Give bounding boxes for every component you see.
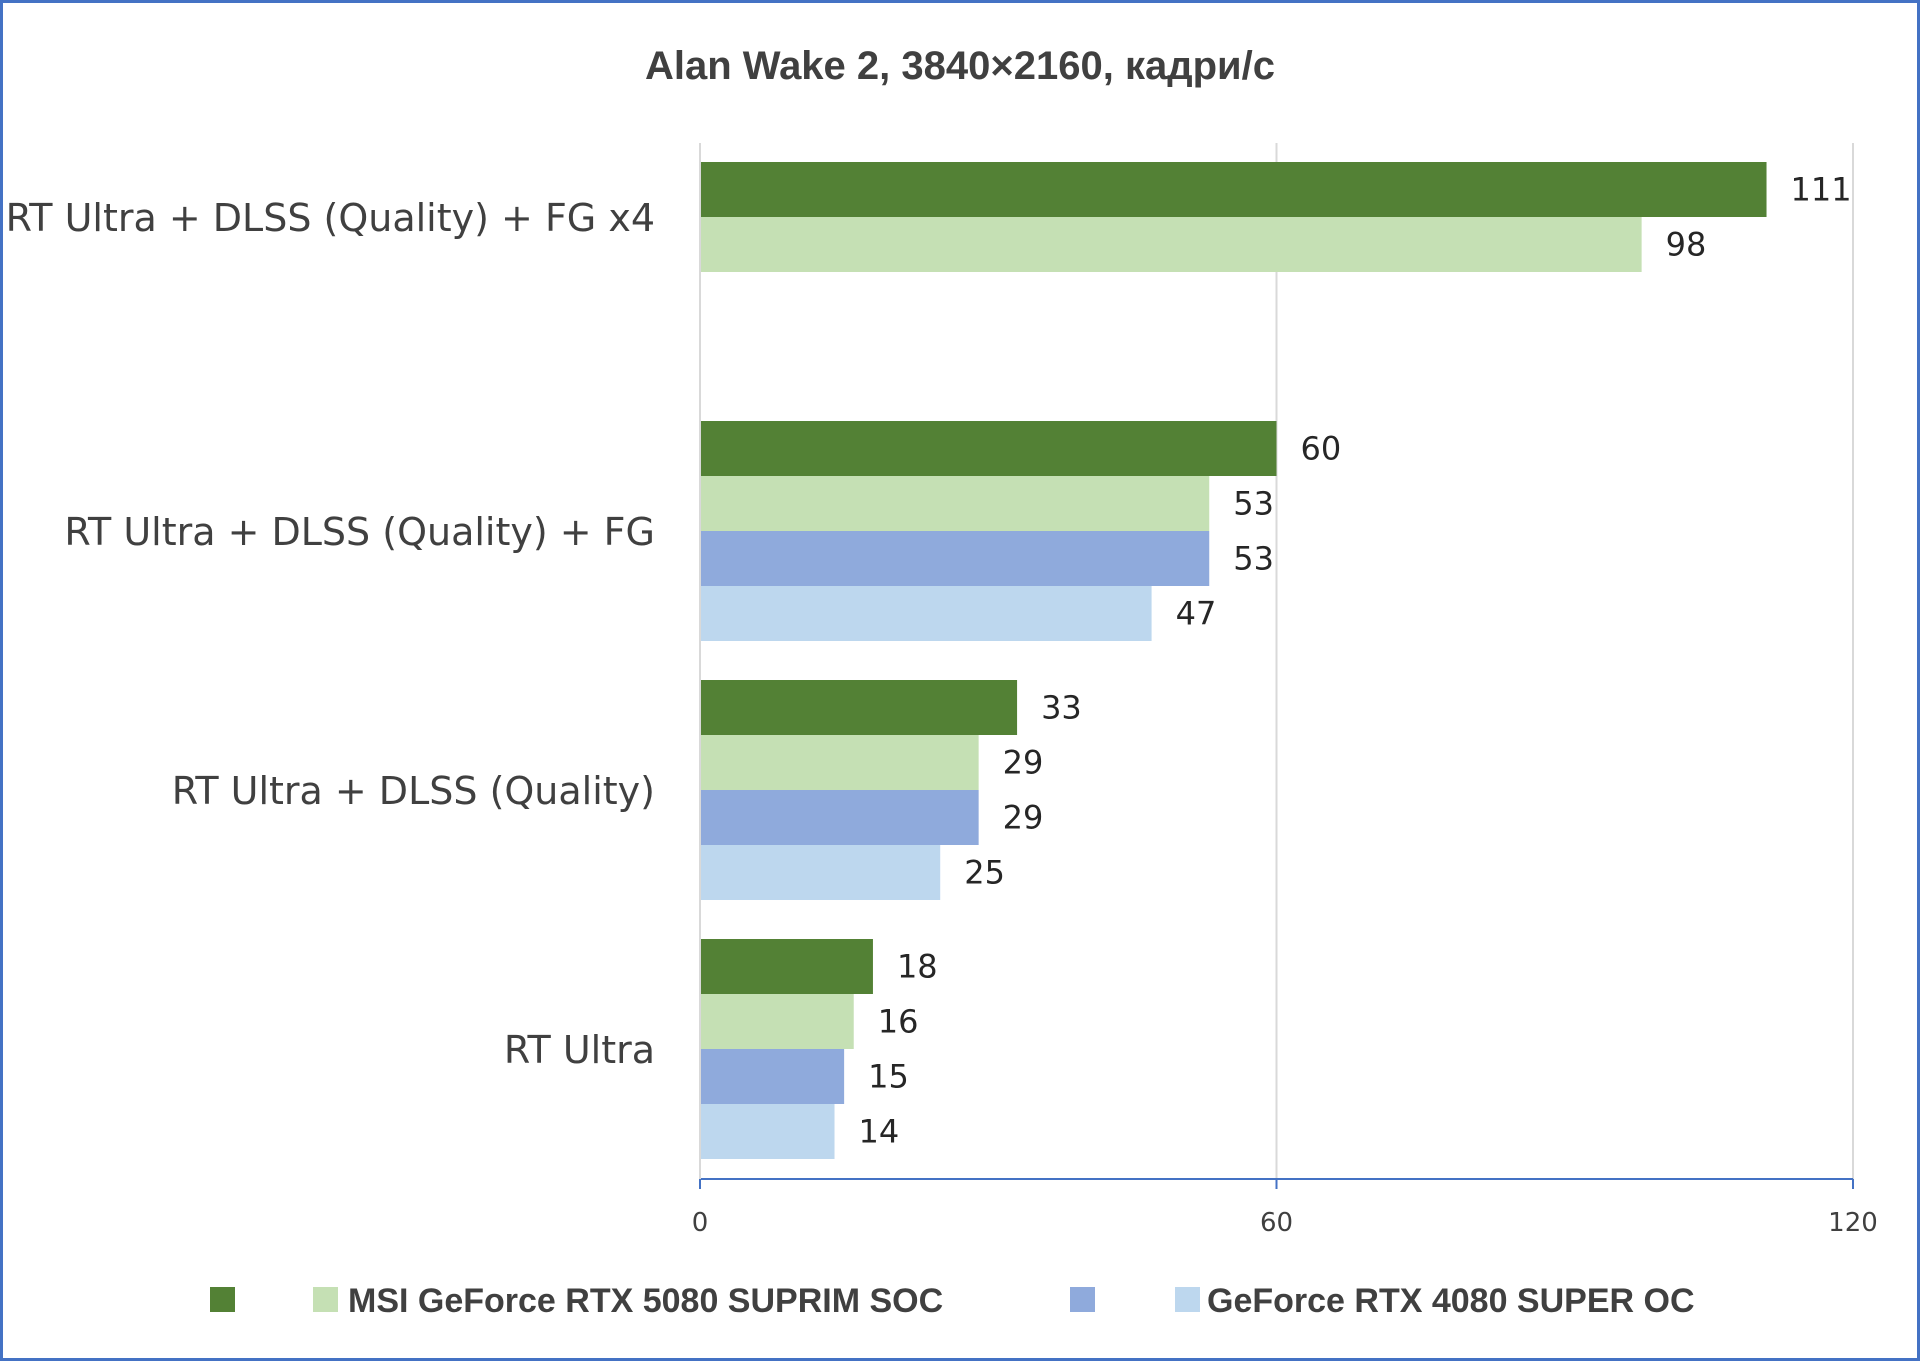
value-label-s3-c4: 15 (868, 1058, 909, 1096)
bar-s1-c4 (700, 939, 873, 994)
value-label-s3-c3: 29 (1003, 799, 1044, 837)
legend: MSI GeForce RTX 5080 SUPRIM SOC GeForce R… (210, 1282, 1695, 1320)
legend-swatch-2 (313, 1287, 338, 1312)
bar-s2-c1 (700, 217, 1642, 272)
bar-s3-c2 (700, 531, 1210, 586)
bar-s2-c2 (700, 476, 1210, 531)
value-label-s4-c4: 14 (859, 1113, 900, 1151)
legend-label-2: MSI GeForce RTX 5080 SUPRIM SOC (348, 1282, 943, 1320)
category-label-4: RT Ultra (504, 1028, 655, 1072)
bar-s2-c4 (700, 994, 854, 1049)
legend-swatch-3 (1070, 1287, 1095, 1312)
x-axis (699, 143, 1854, 1189)
value-label-s4-c2: 47 (1176, 595, 1217, 633)
tick-label-0: 0 (692, 1208, 709, 1238)
bar-s1-c3 (700, 680, 1018, 735)
category-labels: RT Ultra + DLSS (Quality) + FG x4 RT Ultr… (6, 196, 655, 1072)
value-label-s1-c1: 111 (1791, 171, 1852, 209)
tick-label-1: 60 (1260, 1208, 1293, 1238)
value-label-s1-c3: 33 (1041, 689, 1082, 727)
legend-swatch-4 (1175, 1287, 1200, 1312)
bar-chart: Alan Wake 2, 3840×2160, кадри/с 11160331… (6, 44, 1878, 1320)
value-label-s2-c3: 29 (1003, 744, 1044, 782)
bars (700, 162, 1767, 1159)
legend-swatch-1 (210, 1287, 235, 1312)
value-label-s3-c2: 53 (1233, 540, 1274, 578)
bar-s2-c3 (700, 735, 979, 790)
value-label-s2-c2: 53 (1233, 485, 1274, 523)
bar-s1-c2 (700, 421, 1277, 476)
value-labels: 111 60 33 18 98 53 29 16 53 29 15 47 25 14 (859, 171, 1852, 1151)
value-label-s4-c3: 25 (964, 854, 1005, 892)
bar-s4-c2 (700, 586, 1152, 641)
chart-title: Alan Wake 2, 3840×2160, кадри/с (645, 44, 1275, 88)
bar-s4-c4 (700, 1104, 835, 1159)
bar-s3-c4 (700, 1049, 845, 1104)
bar-s1-c1 (700, 162, 1767, 217)
value-label-s2-c4: 16 (878, 1003, 919, 1041)
value-label-s2-c1: 98 (1666, 226, 1707, 264)
tick-label-2: 120 (1828, 1208, 1878, 1238)
category-label-1: RT Ultra + DLSS (Quality) + FG x4 (6, 196, 655, 240)
category-label-2: RT Ultra + DLSS (Quality) + FG (64, 510, 655, 554)
value-label-s1-c2: 60 (1301, 430, 1342, 468)
category-label-3: RT Ultra + DLSS (Quality) (172, 769, 655, 813)
tick-labels: 0 60 120 (692, 1208, 1878, 1238)
gridlines (1275, 143, 1854, 1179)
bar-s3-c3 (700, 790, 979, 845)
legend-label-4: GeForce RTX 4080 SUPER OC (1207, 1282, 1695, 1320)
bar-s4-c3 (700, 845, 941, 900)
value-label-s1-c4: 18 (897, 948, 938, 986)
